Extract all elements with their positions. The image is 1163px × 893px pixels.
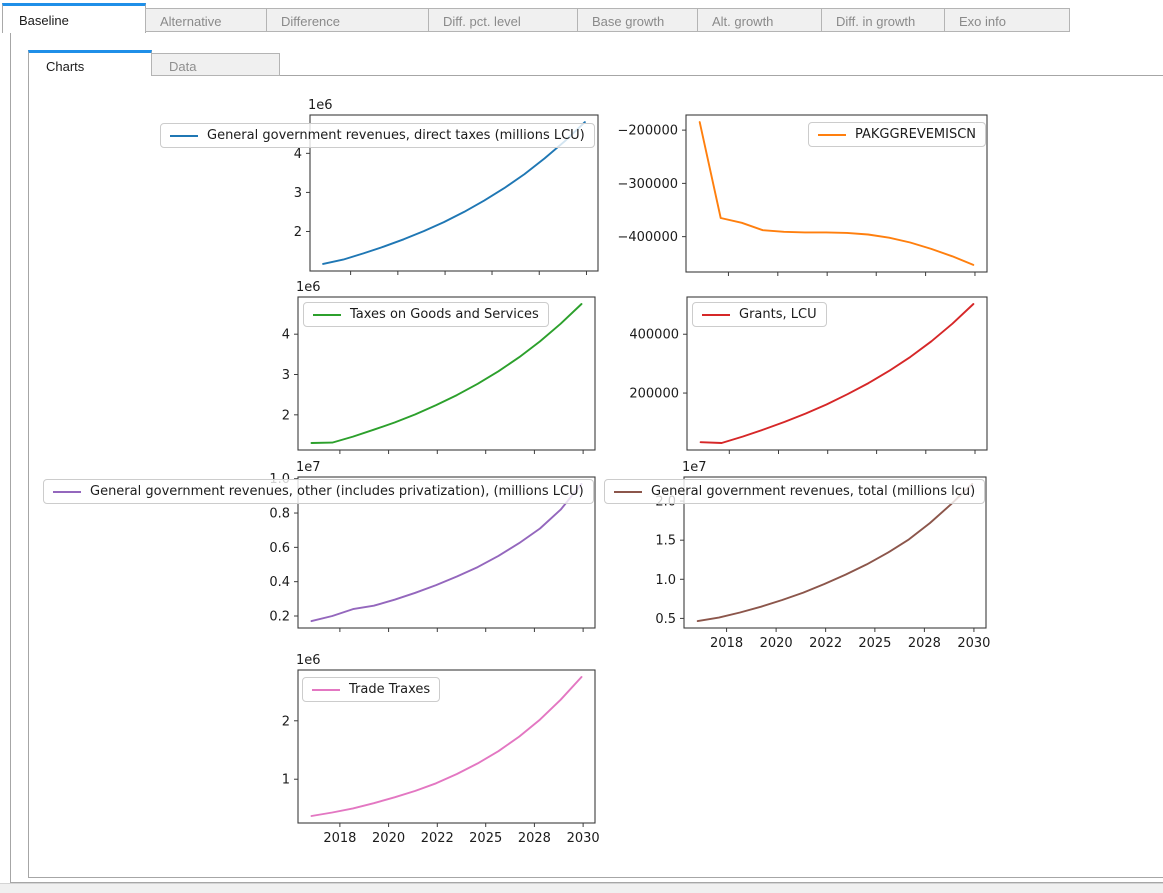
main-tab-bar: Baseline Alternative Difference Diff. pc… bbox=[2, 3, 1070, 33]
charts-content-panel bbox=[28, 75, 1163, 878]
tab-diff-in-growth[interactable]: Diff. in growth bbox=[821, 8, 945, 32]
tab-diff-pct-level[interactable]: Diff. pct. level bbox=[428, 8, 578, 32]
tab-difference[interactable]: Difference bbox=[266, 8, 429, 32]
tab-baseline[interactable]: Baseline bbox=[2, 3, 146, 33]
tab-alt-growth[interactable]: Alt. growth bbox=[697, 8, 822, 32]
sub-tab-bar: Charts Data bbox=[28, 50, 280, 76]
window-bottom-strip bbox=[0, 883, 1163, 893]
tab-alternative[interactable]: Alternative bbox=[145, 8, 267, 32]
subtab-data[interactable]: Data bbox=[151, 53, 280, 76]
subtab-charts[interactable]: Charts bbox=[28, 50, 152, 76]
tab-exo-info[interactable]: Exo info bbox=[944, 8, 1070, 32]
tab-base-growth[interactable]: Base growth bbox=[577, 8, 698, 32]
